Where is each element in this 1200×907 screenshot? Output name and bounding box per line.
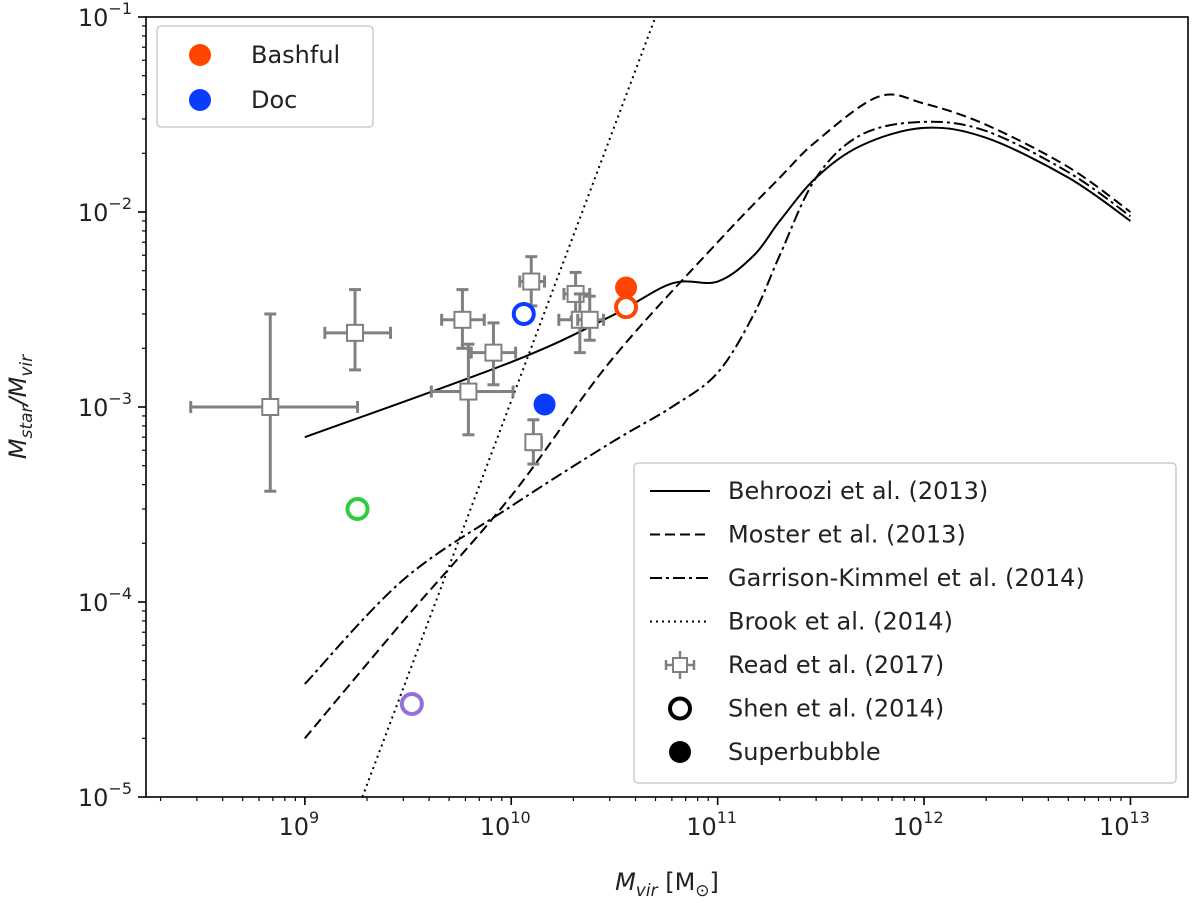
legend-symbol-filled-circle [669,741,691,763]
read-point-2 [440,288,486,350]
read-point-1 [323,288,392,372]
x-tick-label-0: 109 [278,808,319,841]
legend-label-bashful: Bashful [251,41,340,69]
data-points [189,255,639,716]
x-axis-label: Mvir [M⊙] [615,868,719,901]
axis-ticks: 109 1010 1011 1012 1013 10−5 10−4 10−3 10−2 10−1 [78,0,1150,841]
marker-filled-3 [533,393,556,416]
read-point-6 [524,418,543,466]
read-point-3 [429,342,515,437]
y-tick-label-4: 10−1 [78,0,132,32]
legend-entry-1: Moster et al. (2013) [650,521,966,549]
x-tick-label-1: 1010 [480,808,531,841]
legend-marker-bashful [189,44,211,66]
legend-label-1: Moster et al. (2013) [728,521,966,549]
marker-open-5 [399,691,424,716]
legend-entry-5: Shen et al. (2014) [668,695,944,723]
line-dashdot [304,120,1132,685]
legend-symbol-errorbar [672,657,688,673]
x-tick-label-2: 1011 [686,808,737,841]
legend-references: Behroozi et al. (2013) Moster et al. (201… [633,462,1177,784]
line-dotted [361,17,657,797]
legend-galaxies: Bashful Doc [156,25,374,128]
legend-entry-4: Read et al. (2017) [664,651,944,679]
model-lines [304,17,1132,797]
y-axis-label: Mstar/Mvir [4,354,37,459]
line-solid [304,126,1132,439]
legend-label-0: Behroozi et al. (2013) [728,477,988,505]
legend-entry-3: Brook et al. (2014) [650,608,953,636]
read-point-4 [469,321,518,387]
read-point-5 [518,255,547,308]
marker-open-2 [511,301,536,326]
legend-entry-0: Behroozi et al. (2013) [650,477,988,505]
legend-label-5: Shen et al. (2014) [728,695,944,723]
legend-label-3: Brook et al. (2014) [728,608,953,636]
y-tick-label-0: 10−5 [78,779,132,812]
x-tick-label-4: 1013 [1099,808,1150,841]
legend-label-6: Superbubble [728,738,881,766]
y-tick-label-3: 10−2 [78,194,132,227]
marker-open-1 [614,295,639,320]
legend-label-4: Read et al. (2017) [728,651,944,679]
x-tick-label-3: 1012 [893,808,944,841]
marker-open-4 [345,496,370,521]
legend-entry-6: Superbubble [669,738,881,766]
read-point-9 [576,294,606,342]
legend-marker-doc [189,89,211,111]
line-dashed [304,93,1132,739]
legend-references-frame [633,462,1177,784]
legend-symbol-open-circle [668,696,692,721]
read-point-0 [189,312,360,493]
legend-label-2: Garrison-Kimmel et al. (2014) [728,564,1085,592]
y-tick-label-1: 10−4 [78,584,132,617]
y-tick-label-2: 10−3 [78,389,132,422]
legend-label-doc: Doc [251,86,297,114]
legend-galaxies-frame [156,25,374,128]
legend-entry-2: Garrison-Kimmel et al. (2014) [650,564,1085,592]
marker-filled-0 [615,276,638,299]
